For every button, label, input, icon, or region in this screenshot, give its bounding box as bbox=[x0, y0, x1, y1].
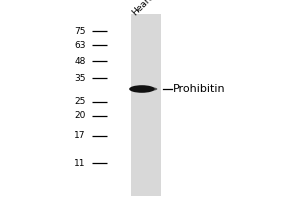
Text: 35: 35 bbox=[74, 74, 85, 83]
Ellipse shape bbox=[129, 85, 155, 93]
FancyBboxPatch shape bbox=[130, 14, 160, 196]
Text: 11: 11 bbox=[74, 158, 85, 168]
Ellipse shape bbox=[146, 87, 157, 91]
Text: 20: 20 bbox=[74, 111, 85, 120]
Text: Prohibitin: Prohibitin bbox=[172, 84, 225, 94]
Text: 48: 48 bbox=[74, 56, 85, 66]
Text: 63: 63 bbox=[74, 40, 85, 49]
Text: Heart: Heart bbox=[130, 0, 154, 17]
Text: 25: 25 bbox=[74, 97, 85, 106]
Text: 75: 75 bbox=[74, 26, 85, 36]
Text: 17: 17 bbox=[74, 132, 85, 140]
